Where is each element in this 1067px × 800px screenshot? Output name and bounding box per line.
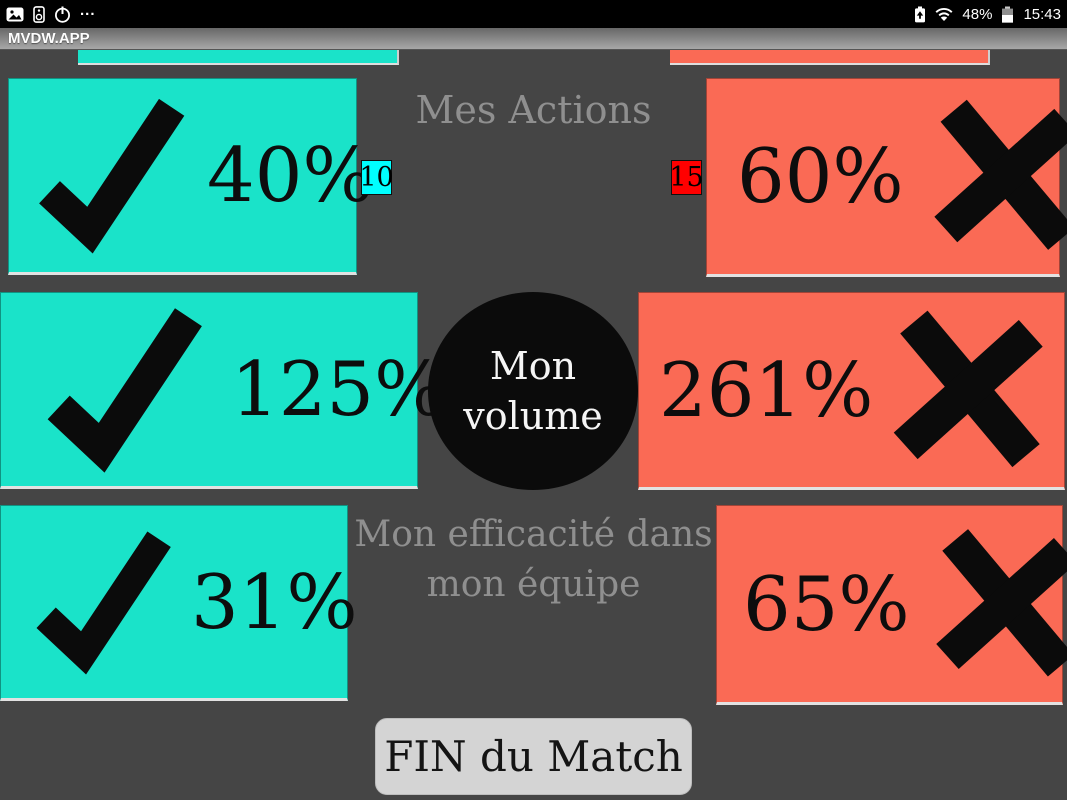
efficiency-title: Mon efficacité dans mon équipe [0,510,1067,610]
check-icon [31,89,191,262]
volume-success-box[interactable]: 125% [0,292,445,489]
actions-success-box[interactable]: 40% [8,78,374,275]
efficiency-title-line1: Mon efficacité dans [354,514,713,555]
status-bar-left: ... [6,2,96,23]
actions-fail-pct: 60% [737,132,904,220]
app-bar: MVDW.APP [0,28,1067,50]
volume-circle-line1: Mon [489,344,577,388]
x-icon [885,299,1055,482]
actions-fail-box[interactable]: 60% [706,78,1067,277]
success-count-badge: 10 [359,160,394,195]
volume-circle-label: Mon volume [428,292,638,490]
actions-title: Mes Actions [415,88,652,132]
check-icon [39,301,209,478]
x-icon [926,88,1067,265]
end-match-button[interactable]: FIN du Match [375,718,692,795]
volume-circle-line2: volume [463,394,603,438]
status-bar: ... 48% [0,0,1067,28]
efficiency-success-box[interactable]: 31% [0,505,358,701]
efficiency-title-line2: mon équipe [426,564,641,605]
check-icon [29,524,177,681]
success-bar-top [78,50,399,65]
fail-bar-top [670,50,990,65]
photo-icon [6,7,24,22]
battery-icon [1001,6,1014,23]
battery-percent: 48% [962,5,993,23]
efficiency-fail-pct: 65% [743,559,910,648]
volume-fail-box[interactable]: 261% [638,292,1065,490]
more-icon: ... [80,2,96,19]
volume-success-pct: 125% [231,345,446,433]
volume-fail-pct: 261% [659,345,874,434]
clock-time: 15:43 [1023,5,1061,23]
speaker-icon [33,5,45,23]
actions-success-pct: 40% [207,131,374,219]
wifi-icon [935,7,953,22]
status-bar-right: 48% 15:43 [914,6,1061,23]
efficiency-success-pct: 31% [191,557,358,646]
power-icon [54,6,71,23]
app-title: MVDW.APP [8,30,90,47]
fail-count-badge: 15 [669,160,704,195]
x-icon [928,517,1067,692]
efficiency-fail-box[interactable]: 65% [716,505,1067,705]
battery-saver-icon [914,6,926,23]
